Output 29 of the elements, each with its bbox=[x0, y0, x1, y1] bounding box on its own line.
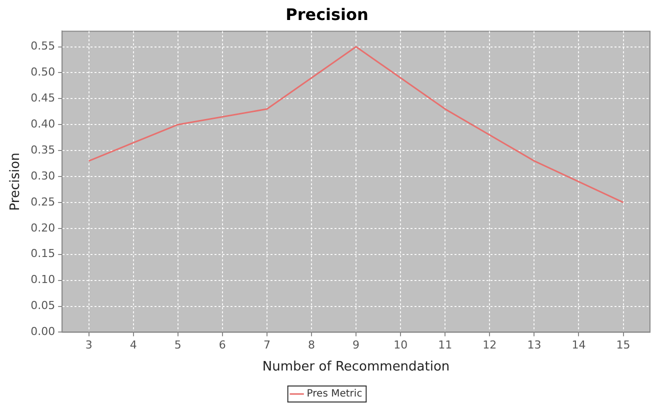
y-axis-title: Precision bbox=[8, 152, 24, 211]
legend-label: Pres Metric bbox=[306, 388, 362, 400]
x-tick-label: 4 bbox=[130, 338, 137, 352]
x-tick-label: 11 bbox=[438, 338, 452, 352]
y-tick-label: 0.15 bbox=[30, 247, 56, 260]
x-tick-label: 10 bbox=[394, 338, 408, 352]
x-tick-label: 13 bbox=[527, 338, 542, 352]
x-tick-label: 5 bbox=[174, 338, 182, 352]
chart-title: Precision bbox=[286, 4, 368, 24]
y-tick-label: 0.30 bbox=[30, 169, 56, 182]
y-tick-label: 0.20 bbox=[30, 221, 56, 234]
x-tick-label: 8 bbox=[308, 338, 316, 352]
x-tick-label: 12 bbox=[482, 338, 497, 352]
y-tick-label: 0.55 bbox=[30, 40, 56, 53]
x-axis-title: Number of Recommendation bbox=[262, 360, 450, 375]
y-tick-label: 0.45 bbox=[30, 92, 56, 105]
y-tick-label: 0.25 bbox=[30, 195, 56, 208]
x-tick-label: 7 bbox=[263, 338, 270, 352]
y-tick-label: 0.35 bbox=[30, 143, 56, 156]
x-tick-label: 3 bbox=[85, 338, 92, 352]
x-tick-label: 14 bbox=[572, 338, 586, 352]
x-tick-label: 15 bbox=[616, 338, 630, 352]
y-tick-label: 0.50 bbox=[30, 66, 56, 79]
y-tick-label: 0.05 bbox=[30, 299, 56, 312]
y-tick-label: 0.00 bbox=[30, 325, 56, 338]
y-tick-label: 0.10 bbox=[30, 273, 56, 286]
x-tick-label: 9 bbox=[352, 338, 360, 352]
y-tick-label: 0.40 bbox=[30, 117, 56, 130]
x-tick-label: 6 bbox=[218, 338, 226, 352]
